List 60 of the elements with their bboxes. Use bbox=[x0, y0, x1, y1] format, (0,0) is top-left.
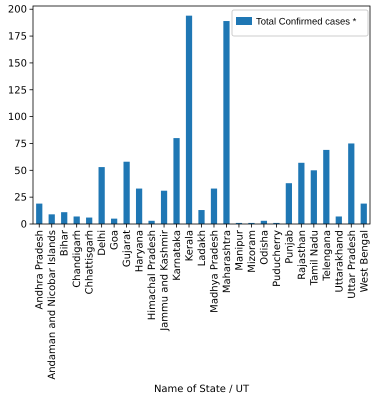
x-tick-label: Madhya Pradesh bbox=[209, 230, 220, 313]
y-tick-label: 75 bbox=[14, 138, 27, 150]
x-tick-label: Delhi bbox=[97, 230, 108, 256]
y-tick-label: 175 bbox=[8, 32, 27, 43]
x-tick-label: Gujarat bbox=[122, 230, 134, 268]
bar bbox=[223, 21, 230, 224]
bar bbox=[36, 204, 42, 224]
y-tick-label: 0 bbox=[20, 220, 27, 230]
y-tick-label: 100 bbox=[8, 112, 27, 124]
bar bbox=[173, 138, 180, 224]
x-tick-label: Andaman and Nicobar Islands bbox=[47, 230, 58, 380]
x-tick-label: Goa bbox=[110, 230, 121, 250]
bar bbox=[323, 150, 330, 224]
bar bbox=[123, 162, 130, 224]
bar bbox=[48, 214, 55, 224]
x-tick-label: Mizoram bbox=[246, 230, 258, 273]
x-tick-label: Tamil Nadu bbox=[309, 230, 320, 286]
x-tick-label: Chandigarh bbox=[72, 230, 84, 288]
bar bbox=[336, 216, 342, 224]
bar bbox=[160, 190, 168, 224]
x-tick-label: Haryana bbox=[134, 230, 146, 272]
y-tick-label: 200 bbox=[8, 4, 27, 16]
x-tick-label: Andhra Pradesh bbox=[34, 230, 46, 310]
x-tick-label: Rajasthan bbox=[296, 230, 308, 280]
x-tick-label: Manipur bbox=[234, 229, 246, 271]
bar bbox=[198, 210, 205, 224]
bar bbox=[348, 143, 354, 224]
x-tick-label: Himachal Pradesh bbox=[147, 230, 158, 320]
bar bbox=[61, 212, 68, 224]
bar bbox=[74, 216, 80, 224]
bar bbox=[186, 16, 192, 224]
y-tick-label: 125 bbox=[8, 85, 27, 96]
bar bbox=[210, 188, 218, 224]
y-tick-label: 25 bbox=[14, 192, 27, 204]
y-tick-label: 150 bbox=[8, 58, 27, 70]
x-tick-label: Telengana bbox=[322, 230, 333, 282]
bar bbox=[298, 162, 304, 224]
x-tick-label: Karnataka bbox=[172, 230, 184, 281]
bar bbox=[310, 170, 317, 224]
x-tick-label: Jammu and Kashmir bbox=[160, 229, 171, 332]
x-tick-label: Punjab bbox=[284, 230, 296, 264]
x-axis-title: Name of State / UT bbox=[154, 384, 250, 395]
x-tick-label: Odisha bbox=[259, 230, 270, 265]
bar bbox=[136, 188, 142, 224]
bar bbox=[98, 167, 105, 224]
bar bbox=[86, 218, 92, 224]
x-tick-label: Kerala bbox=[184, 230, 196, 262]
x-tick-label: West Bengal bbox=[359, 230, 370, 292]
x-tick-label: Uttar Pradesh bbox=[346, 230, 358, 299]
bar bbox=[286, 183, 292, 224]
y-tick-label: 50 bbox=[14, 166, 27, 177]
x-tick-label: Chhattisgarh bbox=[84, 230, 96, 294]
x-tick-label: Ladakh bbox=[197, 230, 208, 266]
x-tick-label: Maharashtra bbox=[222, 230, 233, 294]
x-tick-label: Uttarakhand bbox=[334, 230, 346, 292]
bar bbox=[360, 204, 367, 224]
legend-label: Total Confirmed cases * bbox=[256, 16, 357, 28]
bar bbox=[111, 218, 118, 224]
x-tick-label: Puducherry bbox=[272, 230, 283, 287]
x-tick-label: Bihar bbox=[60, 229, 71, 256]
